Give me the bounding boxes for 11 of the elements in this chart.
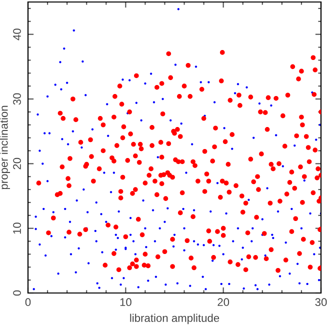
y-tick-label: 30 [13, 93, 21, 105]
x-tick-label: 10 [120, 298, 132, 306]
y-tick-label: 20 [13, 158, 21, 170]
y-tick-label: 0 [13, 290, 21, 296]
x-axis-title: libration amplitude [130, 314, 220, 324]
y-axis-title: proper inclination [0, 106, 10, 190]
x-tick-label: 20 [218, 298, 230, 306]
y-tick-label: 10 [13, 222, 21, 234]
y-tick-label: 40 [13, 28, 21, 40]
x-tick-label: 0 [25, 298, 31, 306]
x-tick-label: 30 [315, 298, 327, 306]
